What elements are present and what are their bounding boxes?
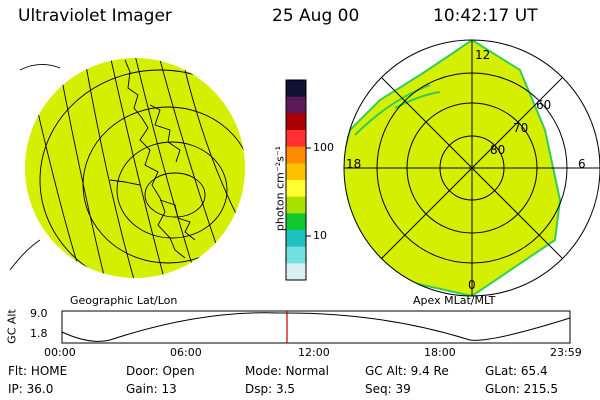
info-dsp: Dsp: 3.5 <box>245 382 296 396</box>
polar-plot <box>343 39 600 297</box>
alt-ytick-low: 1.8 <box>30 327 48 340</box>
colorbar-band <box>286 113 306 131</box>
mlt-label-left: 18 <box>346 157 362 171</box>
colorbar-band <box>286 80 306 98</box>
alt-axis-label: GC Alt <box>5 309 19 344</box>
alt-ytick-high: 9.0 <box>30 307 48 320</box>
colorbar-band <box>286 146 306 164</box>
colorbar-tick-10: 10 <box>313 229 327 242</box>
alt-xtick: 12:00 <box>298 346 330 359</box>
time-text: 10:42:17 UT <box>433 6 538 26</box>
lat-label-80: 80 <box>490 143 506 157</box>
info-seq: Seq: 39 <box>365 382 411 396</box>
mlt-label-bottom: 0 <box>468 278 476 292</box>
altitude-plot <box>61 310 571 344</box>
colorbar <box>285 79 311 281</box>
app-title: Ultraviolet Imager <box>18 6 172 26</box>
info-flt: Flt: HOME <box>8 364 68 378</box>
alt-xtick: 23:59 <box>550 346 582 359</box>
lat-label-60: 60 <box>536 98 552 112</box>
colorbar-band <box>286 213 306 231</box>
geographic-caption: Geographic Lat/Lon <box>70 294 178 307</box>
lat-label-70: 70 <box>513 121 529 135</box>
colorbar-band <box>286 230 306 248</box>
info-ip: IP: 36.0 <box>8 382 54 396</box>
alt-xtick: 18:00 <box>424 346 456 359</box>
colorbar-tick-100: 100 <box>313 141 334 154</box>
info-glon: GLon: 215.5 <box>485 382 558 396</box>
colorbar-band <box>286 96 306 114</box>
earth-disk <box>25 58 245 278</box>
date-text: 25 Aug 00 <box>272 6 360 26</box>
colorbar-band <box>286 196 306 214</box>
colorbar-band <box>286 263 306 281</box>
geographic-image <box>9 58 245 278</box>
colorbar-band <box>286 130 306 148</box>
info-gc-alt: GC Alt: 9.4 Re <box>365 364 449 378</box>
colorbar-band <box>286 180 306 198</box>
colorbar-unit-label: photon cm⁻²s⁻¹ <box>273 145 287 232</box>
info-gain: Gain: 13 <box>126 382 177 396</box>
mlt-label-right: 6 <box>578 157 586 171</box>
colorbar-band <box>286 246 306 264</box>
alt-xtick: 00:00 <box>44 346 76 359</box>
info-door: Door: Open <box>126 364 195 378</box>
alt-xtick: 06:00 <box>170 346 202 359</box>
info-glat: GLat: 65.4 <box>485 364 548 378</box>
info-mode: Mode: Normal <box>245 364 329 378</box>
polar-caption: Apex MLat/MLT <box>413 294 496 307</box>
colorbar-band <box>286 163 306 181</box>
mlt-label-top: 12 <box>475 48 491 62</box>
